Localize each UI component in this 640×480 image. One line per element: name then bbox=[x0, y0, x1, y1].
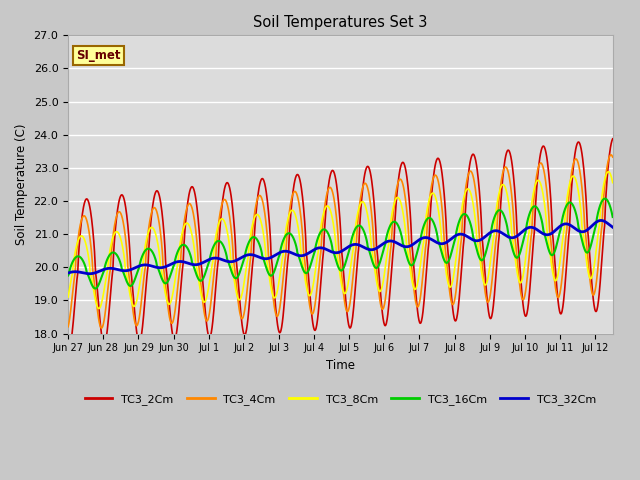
Title: Soil Temperatures Set 3: Soil Temperatures Set 3 bbox=[253, 15, 428, 30]
Text: SI_met: SI_met bbox=[76, 49, 121, 62]
Legend: TC3_2Cm, TC3_4Cm, TC3_8Cm, TC3_16Cm, TC3_32Cm: TC3_2Cm, TC3_4Cm, TC3_8Cm, TC3_16Cm, TC3… bbox=[80, 390, 601, 409]
Y-axis label: Soil Temperature (C): Soil Temperature (C) bbox=[15, 124, 28, 245]
X-axis label: Time: Time bbox=[326, 359, 355, 372]
